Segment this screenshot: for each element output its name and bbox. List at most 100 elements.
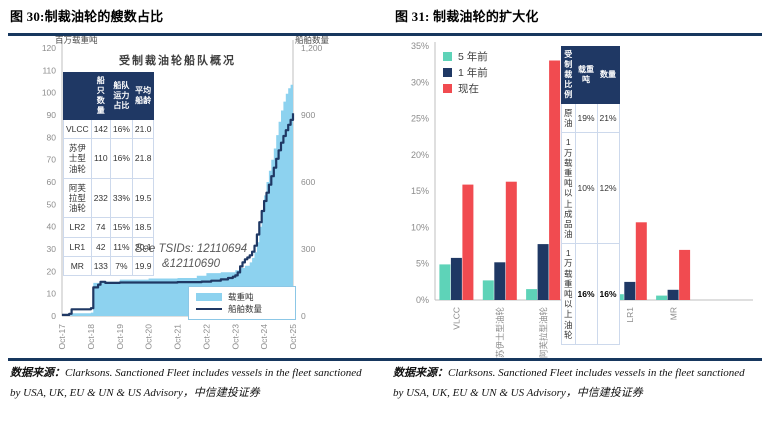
sanction-expansion-bar-chart: 0% 5% 10% 15% 20% 25% 30% 35% VLCC 苏伊士型油轮 阿芙拉型油轮 LR… bbox=[411, 41, 753, 358]
y-tick-label: 0% bbox=[416, 295, 429, 305]
x-tick-label: Oct-25 bbox=[288, 324, 298, 350]
legend-label: 现在 bbox=[458, 82, 479, 95]
sanction-ratio-table: 受制裁 比例 载重吨 数量 原油 19% 21% 1 万载重吨以上 成品油 10% 12% 1 万… bbox=[561, 46, 620, 345]
area-swatch-icon bbox=[196, 293, 222, 301]
legend-item: 1 年前 bbox=[443, 64, 488, 80]
category-label: VLCC bbox=[452, 307, 462, 330]
x-tick-label: Oct-17 bbox=[57, 324, 67, 350]
table-row: 1 万载重吨以上 油轮 16% 16% bbox=[561, 243, 620, 345]
y-right-axis-title: 船舶数量 bbox=[295, 36, 330, 45]
x-tick-label: Oct-19 bbox=[115, 324, 125, 350]
table-row: MR 133 7% 19.9 bbox=[63, 255, 155, 276]
bar-1 年前-VLCC bbox=[450, 257, 462, 300]
table-cell: 苏伊士型油轮 bbox=[63, 138, 92, 179]
legend-item: 现在 bbox=[443, 80, 488, 96]
table-cell: 232 bbox=[90, 177, 111, 219]
chart-legend: 5 年前 1 年前现在 bbox=[443, 48, 488, 96]
legend-label: 船舶数量 bbox=[228, 304, 263, 314]
y-left-axis-title: 百万载重吨 bbox=[55, 36, 98, 45]
bar-现在-LR1 bbox=[635, 222, 647, 300]
table-cell: 19.5 bbox=[131, 177, 155, 219]
table-cell: 1 万载重吨以上 油轮 bbox=[561, 243, 576, 345]
y-tick-label: 15% bbox=[411, 186, 429, 196]
y-right-tick-label: 0 bbox=[301, 311, 306, 321]
charts-row: 0 10 20 30 40 50 60 70 80 90 100 110 120 0 300 600 900 1,… bbox=[0, 35, 770, 358]
top-divider bbox=[8, 33, 762, 36]
x-tick-label: Oct-20 bbox=[144, 324, 154, 350]
y-tick-label: 5% bbox=[416, 259, 429, 269]
annotation-line: See TSIDs: 12110694 bbox=[134, 243, 248, 255]
table-cell: 133 bbox=[90, 255, 111, 276]
bar-5 年前-苏伊士型油轮 bbox=[482, 280, 494, 300]
y-tick-label: 10% bbox=[411, 222, 429, 232]
table-header-cell: 受制裁 比例 bbox=[561, 46, 576, 104]
y-left-tick-label: 100 bbox=[42, 88, 56, 98]
source-text: Clarksons. Sanctioned Fleet includes ves… bbox=[10, 367, 362, 399]
bar-1 年前-阿芙拉型油轮 bbox=[537, 244, 549, 300]
x-tick-label: Oct-22 bbox=[201, 324, 211, 350]
x-tick-label: Oct-18 bbox=[86, 324, 96, 350]
legend-item: 5 年前 bbox=[443, 48, 488, 64]
table-cell: MR bbox=[63, 255, 92, 276]
table-cell: 21.8 bbox=[131, 138, 155, 179]
table-cell: 19% bbox=[574, 102, 598, 134]
table-cell: 16% bbox=[109, 138, 133, 179]
titles: 图 30:制裁油轮的艘数占比 图 31: 制裁油轮的扩大化 bbox=[0, 0, 770, 25]
figure30-source-note: 数据来源：Clarksons. Sanctioned Fleet include… bbox=[10, 363, 383, 403]
bar-现在-VLCC bbox=[462, 184, 474, 300]
table-cell: 原油 bbox=[561, 102, 576, 134]
vessel-count-line-series bbox=[62, 113, 295, 316]
y-right-tick-label: 300 bbox=[301, 244, 315, 254]
y-left-tick-label: 0 bbox=[51, 311, 56, 321]
table-cell: 142 bbox=[90, 118, 111, 140]
y-left-tick-label: 30 bbox=[47, 244, 57, 254]
bar-现在-MR bbox=[679, 249, 691, 300]
table-cell: 12% bbox=[596, 132, 620, 245]
table-row: 苏伊士型油轮 110 16% 21.8 bbox=[63, 138, 155, 179]
legend-swatch-icon bbox=[443, 83, 452, 93]
y-left-tick-label: 80 bbox=[47, 132, 57, 142]
bar-5 年前-VLCC bbox=[439, 264, 451, 300]
category-label: 阿芙拉型油轮 bbox=[538, 307, 548, 358]
table-header-cell bbox=[63, 72, 92, 120]
table-cell: 33% bbox=[109, 177, 133, 219]
table-header-cell: 船队运力占比 bbox=[109, 72, 133, 120]
bar-1 年前-苏伊士型油轮 bbox=[494, 262, 506, 300]
x-tick-label: Oct-23 bbox=[230, 324, 240, 350]
legend-label: 1 年前 bbox=[458, 66, 488, 79]
y-left-tick-label: 120 bbox=[42, 43, 56, 53]
tsid-annotation: See TSIDs: 12110694 &12110690 bbox=[105, 242, 277, 272]
table-cell: 19.9 bbox=[131, 255, 155, 276]
y-tick-label: 25% bbox=[411, 114, 429, 124]
table-header-cell: 平均船龄 bbox=[131, 72, 155, 120]
y-left-tick-label: 40 bbox=[47, 222, 57, 232]
line-swatch-icon bbox=[196, 305, 222, 313]
x-tick-label: Oct-21 bbox=[173, 324, 183, 350]
bar-1 年前-MR bbox=[667, 289, 679, 300]
bottom-divider bbox=[8, 358, 762, 361]
category-label: 苏伊士型油轮 bbox=[495, 307, 505, 358]
y-right-tick-label: 600 bbox=[301, 177, 315, 187]
source-label: 数据来源： bbox=[10, 367, 65, 379]
y-left-tick-label: 90 bbox=[47, 110, 57, 120]
table-cell: 阿芙拉型油轮 bbox=[63, 177, 92, 219]
table-cell: LR1 bbox=[63, 236, 92, 257]
table-cell: 18.5 bbox=[131, 217, 155, 238]
table-cell: 16% bbox=[109, 118, 133, 140]
y-left-tick-label: 20 bbox=[47, 266, 57, 276]
table-row: 1 万载重吨以上 成品油 10% 12% bbox=[561, 132, 620, 245]
legend-swatch-icon bbox=[443, 67, 452, 77]
table-cell: 7% bbox=[109, 255, 133, 276]
table-cell: 10% bbox=[574, 132, 598, 245]
table-cell: 1 万载重吨以上 成品油 bbox=[561, 132, 576, 245]
table-cell: LR2 bbox=[63, 217, 92, 238]
figure30-chart-area: 0 10 20 30 40 50 60 70 80 90 100 110 120 0 300 600 900 1,… bbox=[10, 35, 385, 358]
y-tick-label: 20% bbox=[411, 150, 429, 160]
table-cell: 20.1 bbox=[131, 236, 155, 257]
legend-item: 载重吨 bbox=[196, 291, 288, 303]
y-left-tick-label: 50 bbox=[47, 199, 57, 209]
source-text: Clarksons. Sanctioned Fleet includes ves… bbox=[393, 367, 745, 399]
legend-label: 载重吨 bbox=[228, 292, 254, 302]
y-left-tick-label: 110 bbox=[42, 65, 56, 75]
